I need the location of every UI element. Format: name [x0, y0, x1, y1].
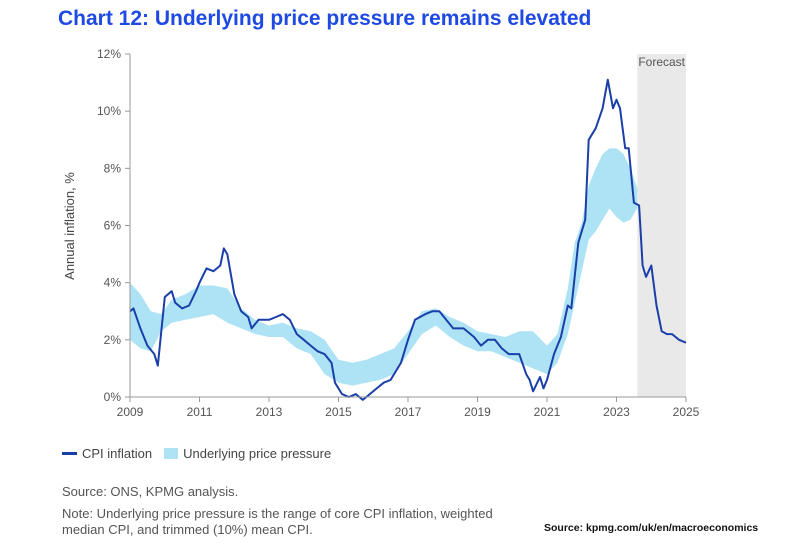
x-tick-label: 2013	[256, 405, 283, 419]
x-tick-label: 2021	[534, 405, 561, 419]
band-swatch	[164, 448, 179, 459]
cpi-line-swatch	[62, 452, 77, 455]
y-axis-label: Annual inflation, %	[62, 172, 77, 280]
note-text: Note: Underlying price pressure is the r…	[62, 506, 493, 537]
y-tick-label: 4%	[104, 276, 122, 290]
y-tick-label: 6%	[104, 219, 122, 233]
x-tick-label: 2009	[117, 405, 144, 419]
legend-label-cpi: CPI inflation	[82, 446, 153, 461]
y-tick-label: 12%	[97, 47, 121, 61]
source-text: Source: ONS, KPMG analysis.	[62, 484, 239, 499]
credit-text: Source: kpmg.com/uk/en/macroeconomics	[544, 522, 759, 534]
chart-title: Chart 12: Underlying price pressure rema…	[58, 7, 592, 30]
y-tick-label: 2%	[104, 333, 122, 347]
chart-legend: CPI inflation Underlying price pressure	[62, 446, 331, 461]
legend-label-band: Underlying price pressure	[183, 446, 332, 461]
x-tick-label: 2015	[325, 405, 352, 419]
x-tick-label: 2017	[395, 405, 422, 419]
y-tick-label: 8%	[104, 161, 122, 175]
forecast-label: Forecast	[638, 55, 685, 69]
y-tick-label: 0%	[104, 390, 122, 404]
forecast-region	[637, 54, 686, 397]
cpi-inflation-line	[129, 78, 687, 401]
y-tick-label: 10%	[97, 104, 121, 118]
x-tick-label: 2019	[464, 405, 491, 419]
x-tick-label: 2025	[673, 405, 700, 419]
x-tick-label: 2011	[187, 405, 213, 419]
x-tick-label: 2023	[603, 405, 630, 419]
underlying-price-pressure-band	[130, 148, 638, 386]
